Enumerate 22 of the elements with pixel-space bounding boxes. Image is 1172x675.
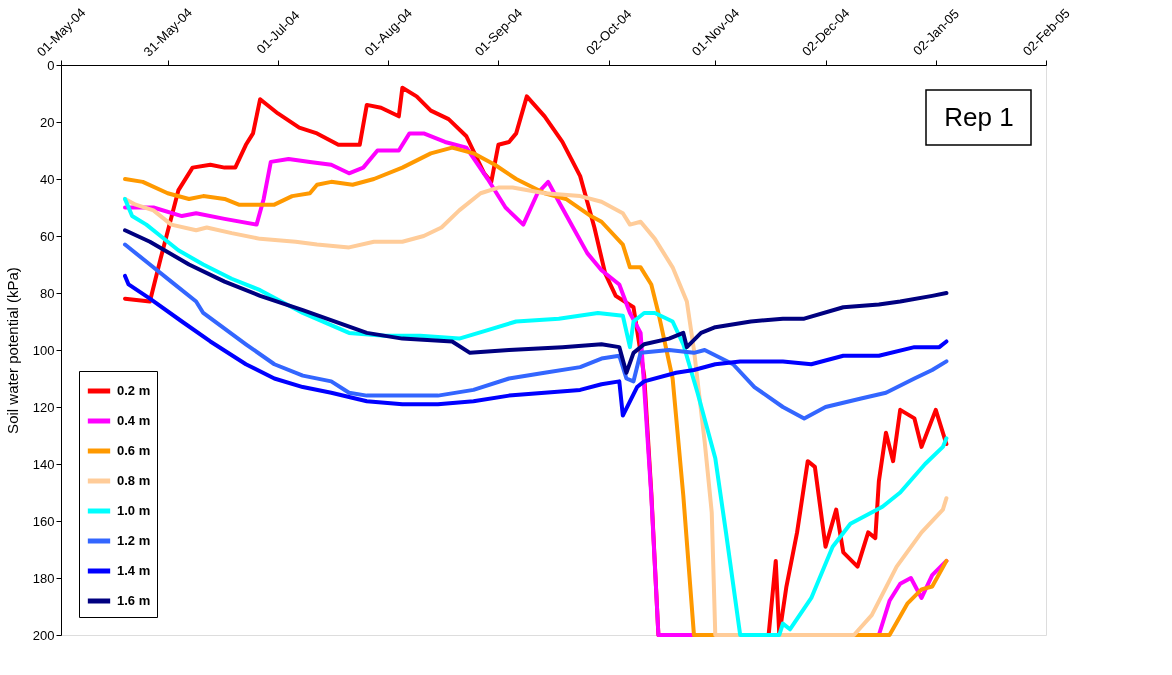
legend-label: 1.2 m — [117, 533, 151, 548]
y-tick-label: 0 — [47, 57, 55, 73]
annotation: Rep 1 — [944, 102, 1014, 132]
y-tick-label: 120 — [32, 399, 55, 415]
legend-label: 0.4 m — [117, 413, 151, 428]
y-tick-label: 160 — [32, 513, 55, 529]
y-tick-label: 140 — [32, 456, 55, 472]
y-tick-label: 80 — [40, 285, 55, 301]
y-tick-label: 20 — [40, 114, 55, 130]
legend-label: 0.8 m — [117, 473, 151, 488]
legend-label: 0.2 m — [117, 383, 151, 398]
legend-label: 0.6 m — [117, 443, 151, 458]
y-axis-title: Soil water potential (kPa) — [3, 267, 21, 434]
y-tick-label: 200 — [32, 627, 55, 643]
y-tick-label: 100 — [32, 342, 55, 358]
legend-label: 1.6 m — [117, 593, 151, 608]
y-tick-label: 180 — [32, 570, 55, 586]
y-tick-label: 40 — [40, 171, 55, 187]
legend-label: 1.0 m — [117, 503, 151, 518]
line-series — [123, 228, 949, 375]
legend-label: 1.4 m — [117, 563, 151, 578]
y-tick-label: 60 — [40, 228, 55, 244]
